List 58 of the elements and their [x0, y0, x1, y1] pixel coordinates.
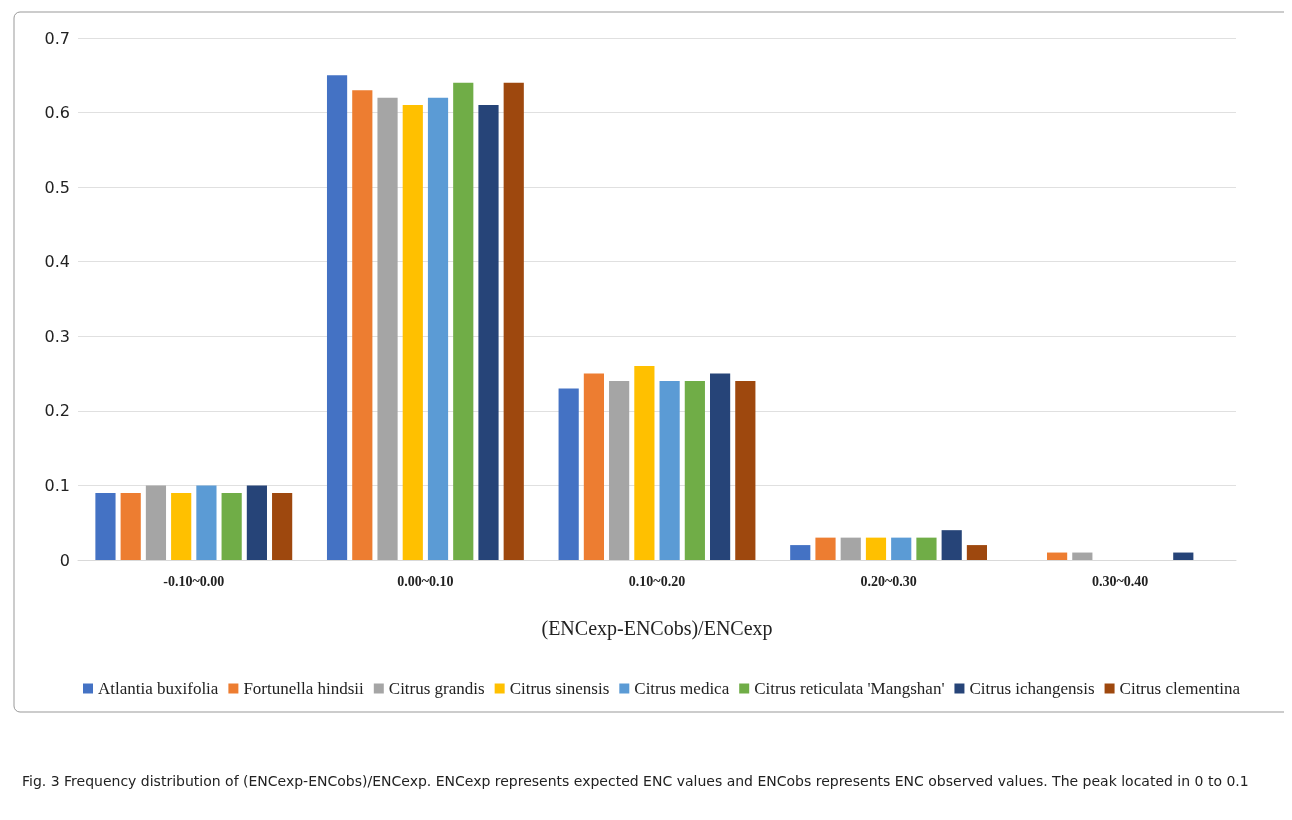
- legend-label: Citrus grandis: [388, 679, 485, 698]
- caption: Fig. 3 Frequency distribution of (ENCexp-ENCobs)/ENCexp. ENCexp represents expected ENC values and ENCobs represents ENC observed values. The peak located in 0 to 0.1: [22, 773, 1249, 789]
- x-axis-title: (ENCexp-ENCobs)/ENCexp: [541, 617, 773, 640]
- bar: [966, 545, 988, 560]
- bar: [503, 82, 524, 560]
- bar: [120, 492, 141, 560]
- bar: [1072, 552, 1093, 560]
- y-tick-label: 0: [59, 550, 70, 570]
- bar: [710, 373, 731, 560]
- bar: [478, 105, 499, 560]
- bar: [402, 105, 423, 560]
- legend-label: Fortunella hindsii: [243, 679, 365, 698]
- bar: [95, 492, 116, 560]
- bar: [1047, 552, 1068, 560]
- y-tick-label: 0.7: [44, 28, 70, 48]
- bar: [453, 82, 474, 560]
- bar: [558, 388, 579, 560]
- bar: [941, 530, 962, 560]
- y-tick-label: 0.4: [44, 252, 70, 272]
- bar: [145, 485, 167, 560]
- bar: [1173, 552, 1194, 560]
- bar: [246, 485, 267, 560]
- bar: [735, 381, 756, 560]
- bar: [815, 537, 836, 560]
- legend-label: Citrus ichangensis: [969, 679, 1095, 698]
- bar: [171, 492, 192, 560]
- bar: [326, 75, 348, 560]
- bar: [352, 90, 373, 560]
- bar: [583, 373, 604, 560]
- bar: [196, 485, 217, 560]
- bar: [891, 537, 912, 560]
- bar: [659, 381, 680, 560]
- bar: [377, 97, 398, 560]
- y-tick-label: 0.5: [44, 177, 70, 197]
- x-tick-label: 0.10~0.20: [628, 573, 686, 589]
- legend-label: Atlantia buxifolia: [98, 679, 219, 698]
- x-tick-label: 0.20~0.30: [860, 573, 917, 589]
- y-tick-label: 0.2: [44, 401, 70, 421]
- bar: [790, 545, 811, 560]
- legend-label: Citrus clementina: [1119, 679, 1241, 698]
- bar: [634, 366, 655, 560]
- bar: [840, 537, 861, 560]
- bar: [427, 97, 449, 560]
- bar: [916, 537, 937, 560]
- y-tick-label: 0.6: [44, 103, 70, 123]
- bar: [272, 492, 293, 560]
- bar: [684, 381, 705, 560]
- legend-label: Citrus medica: [634, 679, 730, 698]
- y-tick-label: 0.3: [44, 326, 70, 346]
- legend-label: Citrus sinensis: [509, 679, 610, 698]
- y-tick-label: 0.1: [44, 475, 70, 495]
- bar: [609, 381, 630, 560]
- bar: [865, 537, 887, 560]
- x-tick-label: -0.10~0.00: [163, 573, 225, 589]
- legend-label: Citrus reticulata 'Mangshan': [754, 679, 945, 698]
- bar: [221, 492, 242, 560]
- x-tick-label: 0.30~0.40: [1092, 573, 1149, 589]
- x-tick-label: 0.00~0.10: [397, 573, 454, 589]
